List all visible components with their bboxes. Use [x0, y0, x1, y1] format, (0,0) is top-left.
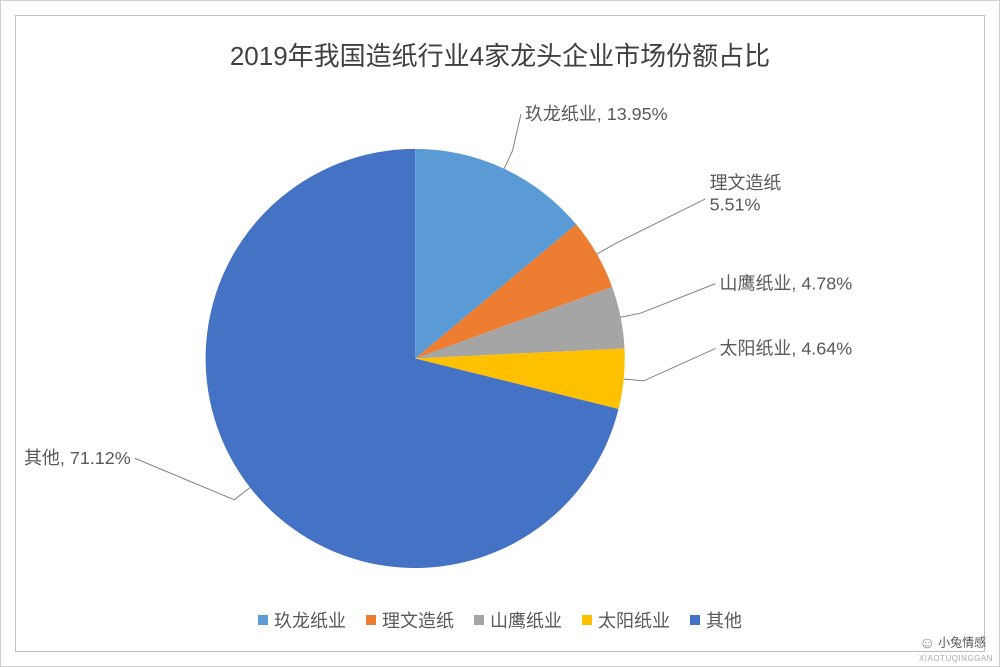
legend-item: 理文造纸: [366, 607, 454, 633]
chart-title: 2019年我国造纸行业4家龙头企业市场份额占比: [16, 36, 984, 73]
leader-line: [597, 199, 706, 254]
legend-swatch: [582, 615, 592, 625]
leader-line: [624, 348, 716, 380]
pie-chart: 玖龙纸业, 13.95% 理文造纸5.51% 山鹰纸业, 4.78% 太阳纸业, 4.…: [16, 86, 984, 591]
legend-label: 其他: [706, 611, 742, 631]
legend-item: 玖龙纸业: [258, 607, 346, 633]
slice-label: 玖龙纸业, 13.95%: [525, 104, 668, 124]
leader-line: [135, 458, 250, 500]
legend-item: 山鹰纸业: [474, 607, 562, 633]
legend-swatch: [690, 615, 700, 625]
legend-swatch: [258, 615, 268, 625]
leader-line: [504, 114, 521, 169]
slice-label: 山鹰纸业, 4.78%: [720, 274, 853, 294]
slice-label: 理文造纸5.51%: [710, 173, 782, 215]
watermark: ☺ 小兔情感 XIAOTUQINGGAN: [919, 635, 993, 664]
chart-inner: 2019年我国造纸行业4家龙头企业市场份额占比 玖龙纸业, 13.95% 理文造纸…: [15, 15, 985, 652]
legend-item: 太阳纸业: [582, 607, 670, 633]
legend-label: 太阳纸业: [598, 611, 670, 631]
legend-item: 其他: [690, 607, 742, 633]
legend-label: 理文造纸: [382, 611, 454, 631]
pie-svg: 玖龙纸业, 13.95% 理文造纸5.51% 山鹰纸业, 4.78% 太阳纸业, 4.…: [16, 86, 984, 591]
legend-label: 山鹰纸业: [490, 611, 562, 631]
leader-line: [621, 284, 716, 318]
slice-label: 其他, 71.12%: [24, 448, 131, 468]
watermark-text-cn: 小兔情感: [938, 636, 986, 650]
legend: 玖龙纸业 理文造纸 山鹰纸业 太阳纸业 其他: [16, 607, 984, 633]
chart-card: 2019年我国造纸行业4家龙头企业市场份额占比 玖龙纸业, 13.95% 理文造纸…: [0, 0, 1000, 667]
slice-label: 太阳纸业, 4.64%: [720, 338, 853, 358]
legend-label: 玖龙纸业: [274, 611, 346, 631]
legend-swatch: [474, 615, 484, 625]
watermark-text-pinyin: XIAOTUQINGGAN: [919, 654, 993, 663]
legend-swatch: [366, 615, 376, 625]
